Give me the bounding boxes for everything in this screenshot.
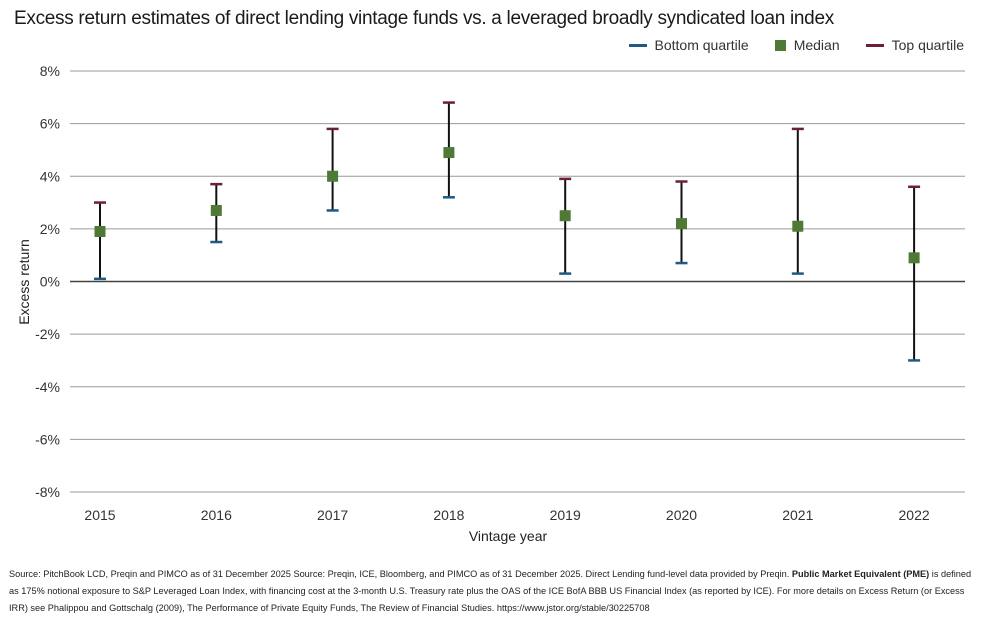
legend-swatch-top-quartile <box>865 43 884 47</box>
median-marker-2020 <box>676 218 687 230</box>
error-bar-2020 <box>675 180 688 265</box>
error-bar-2021 <box>791 127 804 275</box>
y-tick-6%: 6% <box>40 116 60 132</box>
legend-item-bottom-quartile: Bottom quartile <box>628 37 749 53</box>
x-tick-2015: 2015 <box>84 507 115 523</box>
y-tick-labels: 8% 6% 4% 2% 0% -2% -4% -6% -8% <box>35 63 60 500</box>
legend-swatch-median <box>774 39 786 51</box>
median-marker-2019 <box>559 210 571 222</box>
legend-label-top-quartile: Top quartile <box>891 37 964 53</box>
y-tick--8%: -8% <box>35 484 60 500</box>
y-tick-2%: 2% <box>40 221 60 237</box>
y-tick--4%: -4% <box>35 379 60 395</box>
x-axis-label: Vintage year <box>469 528 548 544</box>
chart-title: Excess return estimates of direct lendin… <box>14 8 834 29</box>
footnote-text-1: Source: PitchBook LCD, Preqin and PIMCO … <box>9 569 792 579</box>
error-bar-2022 <box>908 185 921 362</box>
y-tick--6%: -6% <box>35 431 60 447</box>
error-bar-2017 <box>326 127 339 212</box>
y-tick-8%: 8% <box>40 63 60 79</box>
median-marker-2021 <box>792 220 804 232</box>
legend-label-bottom-quartile: Bottom quartile <box>654 37 749 53</box>
median-marker-2018 <box>443 147 455 159</box>
median-marker-2016 <box>210 204 222 216</box>
median-marker-2015 <box>94 226 106 238</box>
x-tick-2020: 2020 <box>666 507 697 523</box>
footnote-text-2: is defined as 175% notional exposure to … <box>9 569 972 613</box>
x-tick-2022: 2022 <box>899 507 930 523</box>
median-marker-2017 <box>327 170 339 182</box>
x-tick-2018: 2018 <box>433 507 464 523</box>
error-bars <box>94 101 921 362</box>
legend-label-median: Median <box>793 37 840 53</box>
legend-item-median: Median <box>774 37 840 53</box>
gridlines <box>70 70 965 493</box>
y-tick-0%: 0% <box>40 274 60 290</box>
x-tick-2019: 2019 <box>550 507 581 523</box>
footnote-bold-term: Public Market Equivalent (PME) <box>791 569 930 579</box>
footnote: Source: PitchBook LCD, Preqin and PIMCO … <box>9 566 977 617</box>
x-tick-2021: 2021 <box>782 507 813 523</box>
y-axis-label: Excess return <box>16 239 32 325</box>
x-tick-2017: 2017 <box>317 507 348 523</box>
legend-swatch-bottom-quartile <box>628 43 647 47</box>
y-tick--2%: -2% <box>35 326 60 342</box>
error-bar-2019 <box>559 177 572 275</box>
chart-plot: 8%6%4%2%0%-2%-4%-6%-8% 2015 2016 2017 2018 2… <box>16 63 965 544</box>
x-tick-labels: 2015 2016 2017 2018 2019 2020 2021 2022 <box>84 507 929 523</box>
x-tick-2016: 2016 <box>201 507 232 523</box>
legend-item-top-quartile: Top quartile <box>865 37 964 53</box>
legend: Bottom quartile Median Top quartile <box>628 37 964 53</box>
error-bar-2015 <box>94 201 106 281</box>
median-marker-2022 <box>908 252 920 264</box>
error-bar-2016 <box>210 182 223 244</box>
y-tick-4%: 4% <box>40 168 60 184</box>
error-bar-2018 <box>442 101 455 199</box>
